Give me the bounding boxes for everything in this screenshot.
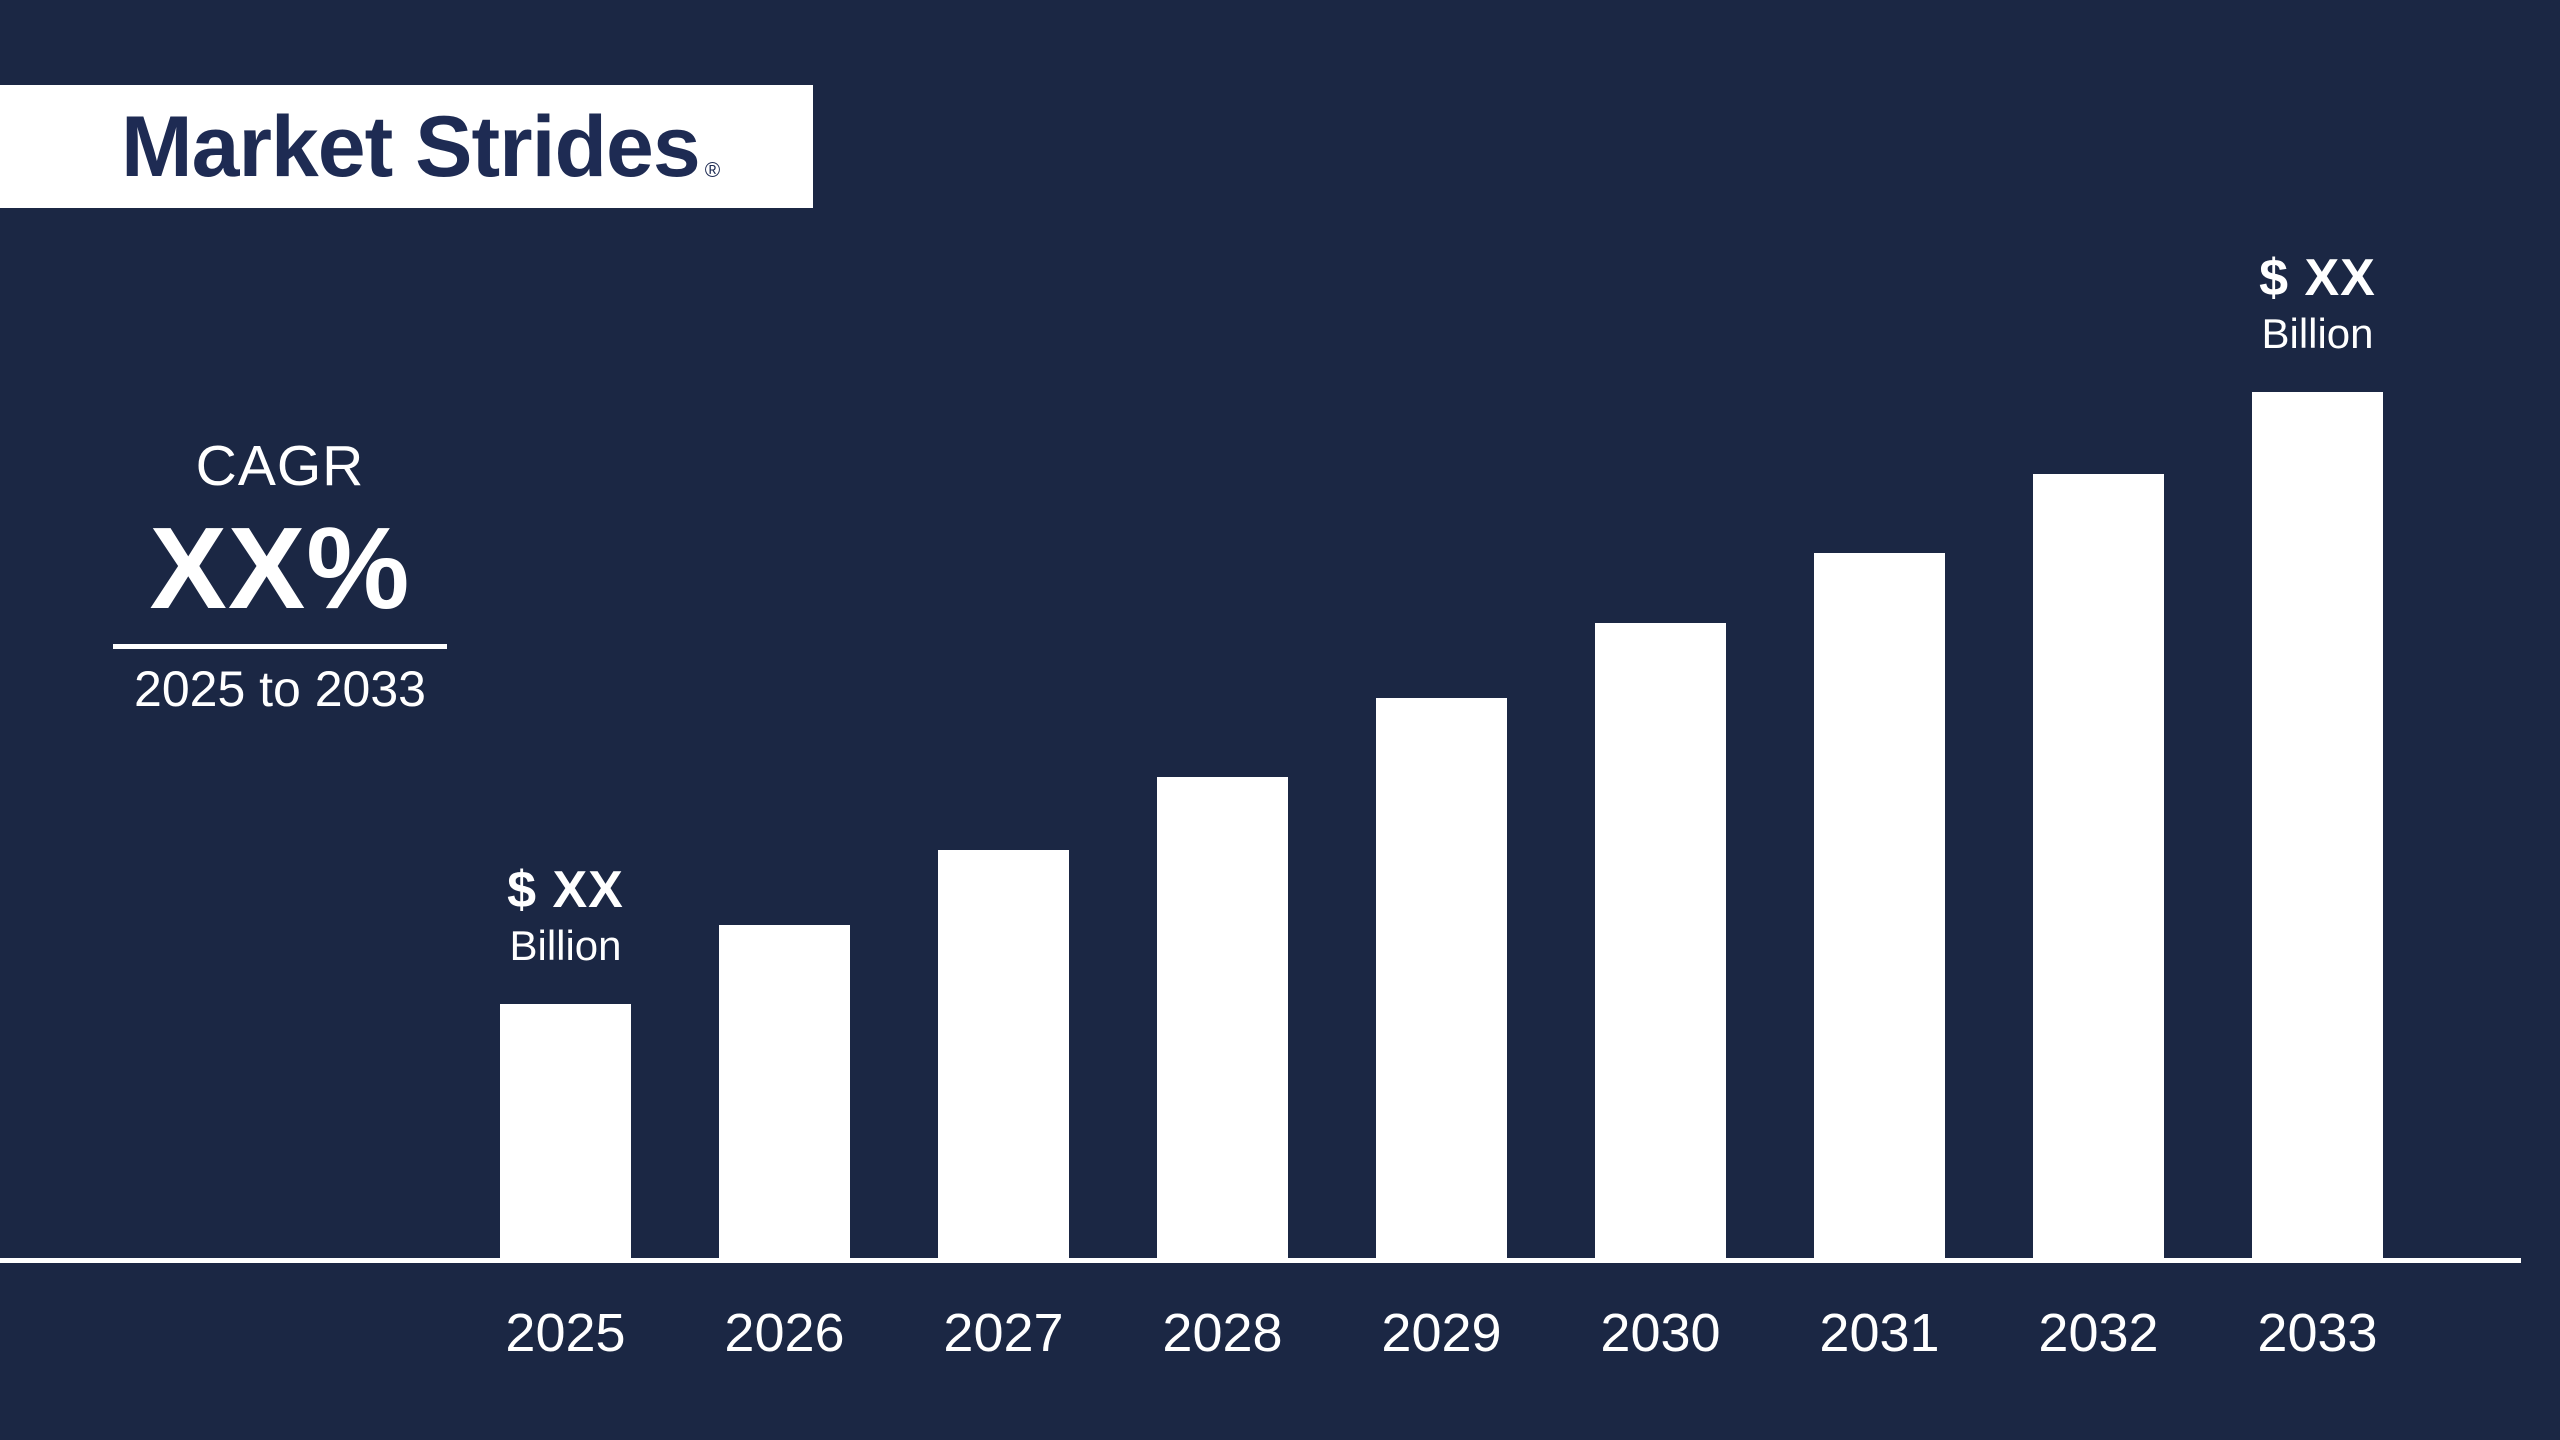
brand-logo-text: Market Strides — [121, 98, 701, 195]
bar-2027 — [938, 850, 1069, 1258]
x-axis-label: 2028 — [1162, 1303, 1283, 1363]
registered-trademark-icon: ® — [704, 159, 721, 182]
cagr-block: CAGR XX% 2025 to 2033 — [113, 432, 447, 719]
cagr-period: 2025 to 2033 — [134, 661, 426, 718]
x-axis-label: 2027 — [943, 1303, 1064, 1363]
cagr-value: XX% — [149, 503, 411, 634]
x-axis-label: 2032 — [2038, 1303, 2159, 1363]
logo-banner: Market Strides ® — [0, 85, 813, 208]
bar-2032 — [2033, 474, 2164, 1258]
x-axis-label: 2030 — [1600, 1303, 1721, 1363]
x-axis-line — [0, 1258, 2521, 1263]
bar-value-annotation: $ XX Billion — [426, 861, 706, 971]
bar-2033 — [2252, 392, 2383, 1258]
x-axis-label: 2029 — [1381, 1303, 1502, 1363]
x-axis-label: 2033 — [2257, 1303, 2378, 1363]
annotation-value-text: $ XX — [2259, 248, 2376, 307]
annotation-unit-text: Billion — [2261, 309, 2374, 357]
bar-2029 — [1376, 698, 1507, 1258]
bar-2026 — [719, 925, 850, 1258]
bar-value-annotation: $ XX Billion — [2178, 249, 2458, 359]
annotation-unit-text: Billion — [509, 921, 622, 969]
annotation-value-text: $ XX — [507, 860, 624, 919]
cagr-label: CAGR — [195, 434, 365, 498]
x-axis-label: 2031 — [1819, 1303, 1940, 1363]
bar-2031 — [1814, 553, 1945, 1258]
bar-2030 — [1595, 623, 1726, 1258]
x-axis-label: 2026 — [724, 1303, 845, 1363]
x-axis-label: 2025 — [505, 1303, 626, 1363]
bar-2028 — [1157, 777, 1288, 1258]
bar-2025 — [500, 1004, 631, 1258]
cagr-divider — [113, 644, 447, 650]
